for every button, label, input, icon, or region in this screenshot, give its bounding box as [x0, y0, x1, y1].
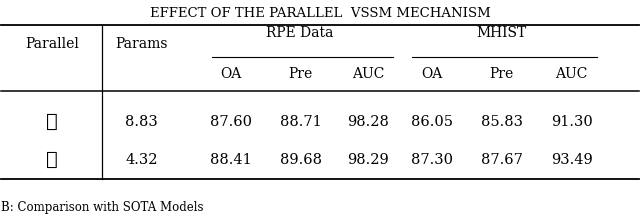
Text: 87.67: 87.67	[481, 153, 522, 167]
Text: AUC: AUC	[556, 67, 588, 81]
Text: 85.83: 85.83	[481, 115, 523, 129]
Text: 88.71: 88.71	[280, 115, 322, 129]
Text: ✓: ✓	[47, 152, 58, 169]
Text: 8.83: 8.83	[125, 115, 158, 129]
Text: 87.60: 87.60	[210, 115, 252, 129]
Text: Parallel: Parallel	[26, 37, 79, 51]
Text: ✕: ✕	[47, 113, 58, 131]
Text: 91.30: 91.30	[551, 115, 593, 129]
Text: Pre: Pre	[490, 67, 514, 81]
Text: 98.28: 98.28	[347, 115, 388, 129]
Text: 87.30: 87.30	[410, 153, 452, 167]
Text: EFFECT OF THE PARALLEL  VSSM MECHANISM: EFFECT OF THE PARALLEL VSSM MECHANISM	[150, 7, 490, 20]
Text: 98.29: 98.29	[347, 153, 388, 167]
Text: MHIST: MHIST	[477, 26, 527, 40]
Text: Pre: Pre	[289, 67, 313, 81]
Text: 86.05: 86.05	[410, 115, 452, 129]
Text: 89.68: 89.68	[280, 153, 322, 167]
Text: B: Comparison with SOTA Models: B: Comparison with SOTA Models	[1, 201, 204, 214]
Text: OA: OA	[421, 67, 442, 81]
Text: Params: Params	[115, 37, 168, 51]
Text: AUC: AUC	[351, 67, 384, 81]
Text: 4.32: 4.32	[125, 153, 158, 167]
Text: RPE Data: RPE Data	[266, 26, 333, 40]
Text: OA: OA	[220, 67, 241, 81]
Text: 93.49: 93.49	[551, 153, 593, 167]
Text: 88.41: 88.41	[210, 153, 252, 167]
